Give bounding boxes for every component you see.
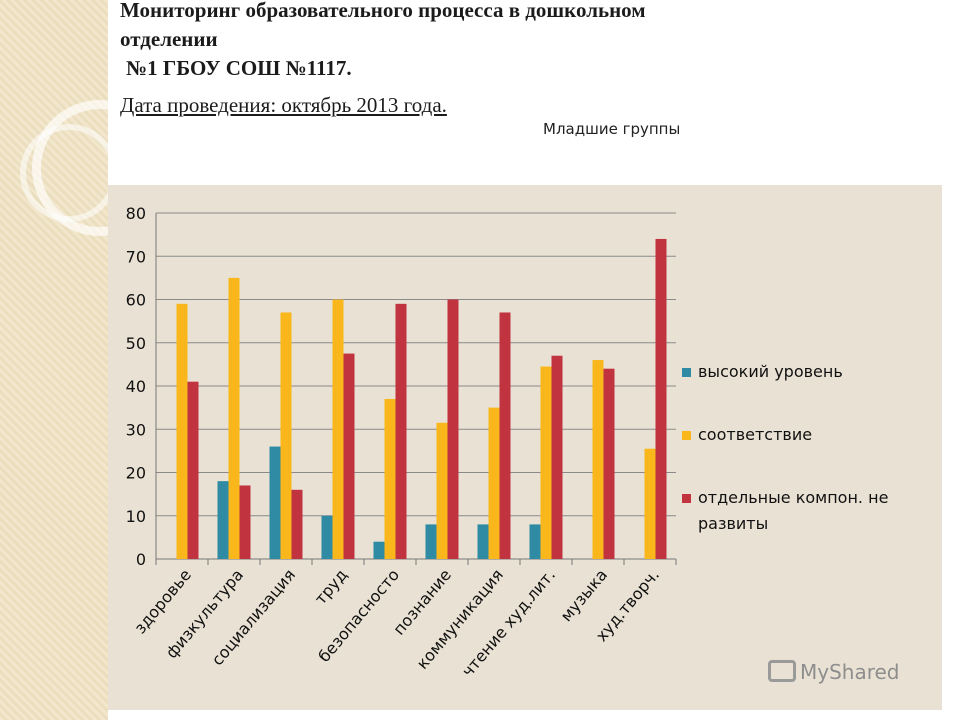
bar-1 bbox=[373, 541, 385, 559]
bar-3 bbox=[655, 238, 667, 559]
title-line-1: Мониторинг образовательного процесса в д… bbox=[120, 0, 646, 22]
bar-3 bbox=[499, 312, 511, 559]
legend-label: соответствие bbox=[698, 425, 812, 444]
bar-3 bbox=[343, 353, 355, 559]
watermark: MyShared bbox=[768, 660, 900, 684]
y-tick-label: 60 bbox=[126, 291, 146, 310]
watermark-text: MyShared bbox=[800, 660, 900, 684]
presentation-icon bbox=[768, 660, 796, 682]
bar-1 bbox=[217, 481, 229, 559]
bar-2 bbox=[592, 360, 604, 559]
bar-3 bbox=[291, 489, 303, 559]
bar-3 bbox=[551, 355, 563, 559]
legend-swatch bbox=[682, 368, 691, 377]
y-tick-label: 30 bbox=[126, 420, 146, 439]
y-tick-label: 50 bbox=[126, 334, 146, 353]
bar-1 bbox=[425, 524, 437, 559]
bar-3 bbox=[447, 299, 459, 559]
y-tick-label: 80 bbox=[126, 204, 146, 223]
x-tick-label: музыка bbox=[557, 565, 612, 625]
legend-swatch bbox=[682, 431, 691, 440]
bar-2 bbox=[488, 407, 500, 559]
bar-2 bbox=[176, 303, 188, 559]
bar-1 bbox=[529, 524, 541, 559]
chart-subtitle: Младшие группы bbox=[543, 120, 681, 138]
bar-2 bbox=[384, 398, 396, 559]
bar-1 bbox=[269, 446, 281, 559]
y-tick-label: 10 bbox=[126, 507, 146, 526]
bar-1 bbox=[477, 524, 489, 559]
bar-3 bbox=[239, 485, 251, 559]
title-line-2: отделении bbox=[120, 27, 218, 51]
bar-2 bbox=[228, 277, 240, 559]
legend-label: отдельные компон. не развиты bbox=[698, 488, 888, 533]
y-tick-label: 70 bbox=[126, 247, 146, 266]
bar-2 bbox=[280, 312, 292, 559]
bar-1 bbox=[321, 515, 333, 559]
y-tick-label: 0 bbox=[136, 550, 146, 569]
date-line: Дата проведения: октябрь 2013 года. bbox=[120, 93, 447, 117]
decorative-circle bbox=[20, 124, 118, 222]
legend-swatch bbox=[682, 494, 691, 503]
x-tick-label: чтение худ.лит. bbox=[458, 565, 559, 680]
page-title: Мониторинг образовательного процесса в д… bbox=[120, 0, 820, 83]
bar-chart: 01020304050607080здоровьефизкультурасоци… bbox=[126, 204, 889, 681]
bar-2 bbox=[540, 366, 552, 559]
legend-label: высокий уровень bbox=[698, 362, 843, 381]
bar-3 bbox=[187, 381, 199, 559]
bar-3 bbox=[603, 368, 615, 559]
y-tick-label: 40 bbox=[126, 377, 146, 396]
title-line-3: №1 ГБОУ СОШ №1117. bbox=[126, 56, 352, 80]
bar-3 bbox=[395, 303, 407, 559]
bar-2 bbox=[332, 299, 344, 559]
bar-2 bbox=[436, 422, 448, 559]
y-tick-label: 20 bbox=[126, 464, 146, 483]
x-tick-label: труд bbox=[311, 565, 351, 608]
bar-2 bbox=[644, 448, 656, 559]
chart-area: 0 10 20 30 40 50 60 70 80 здоровье физкультура соци… bbox=[108, 185, 942, 710]
